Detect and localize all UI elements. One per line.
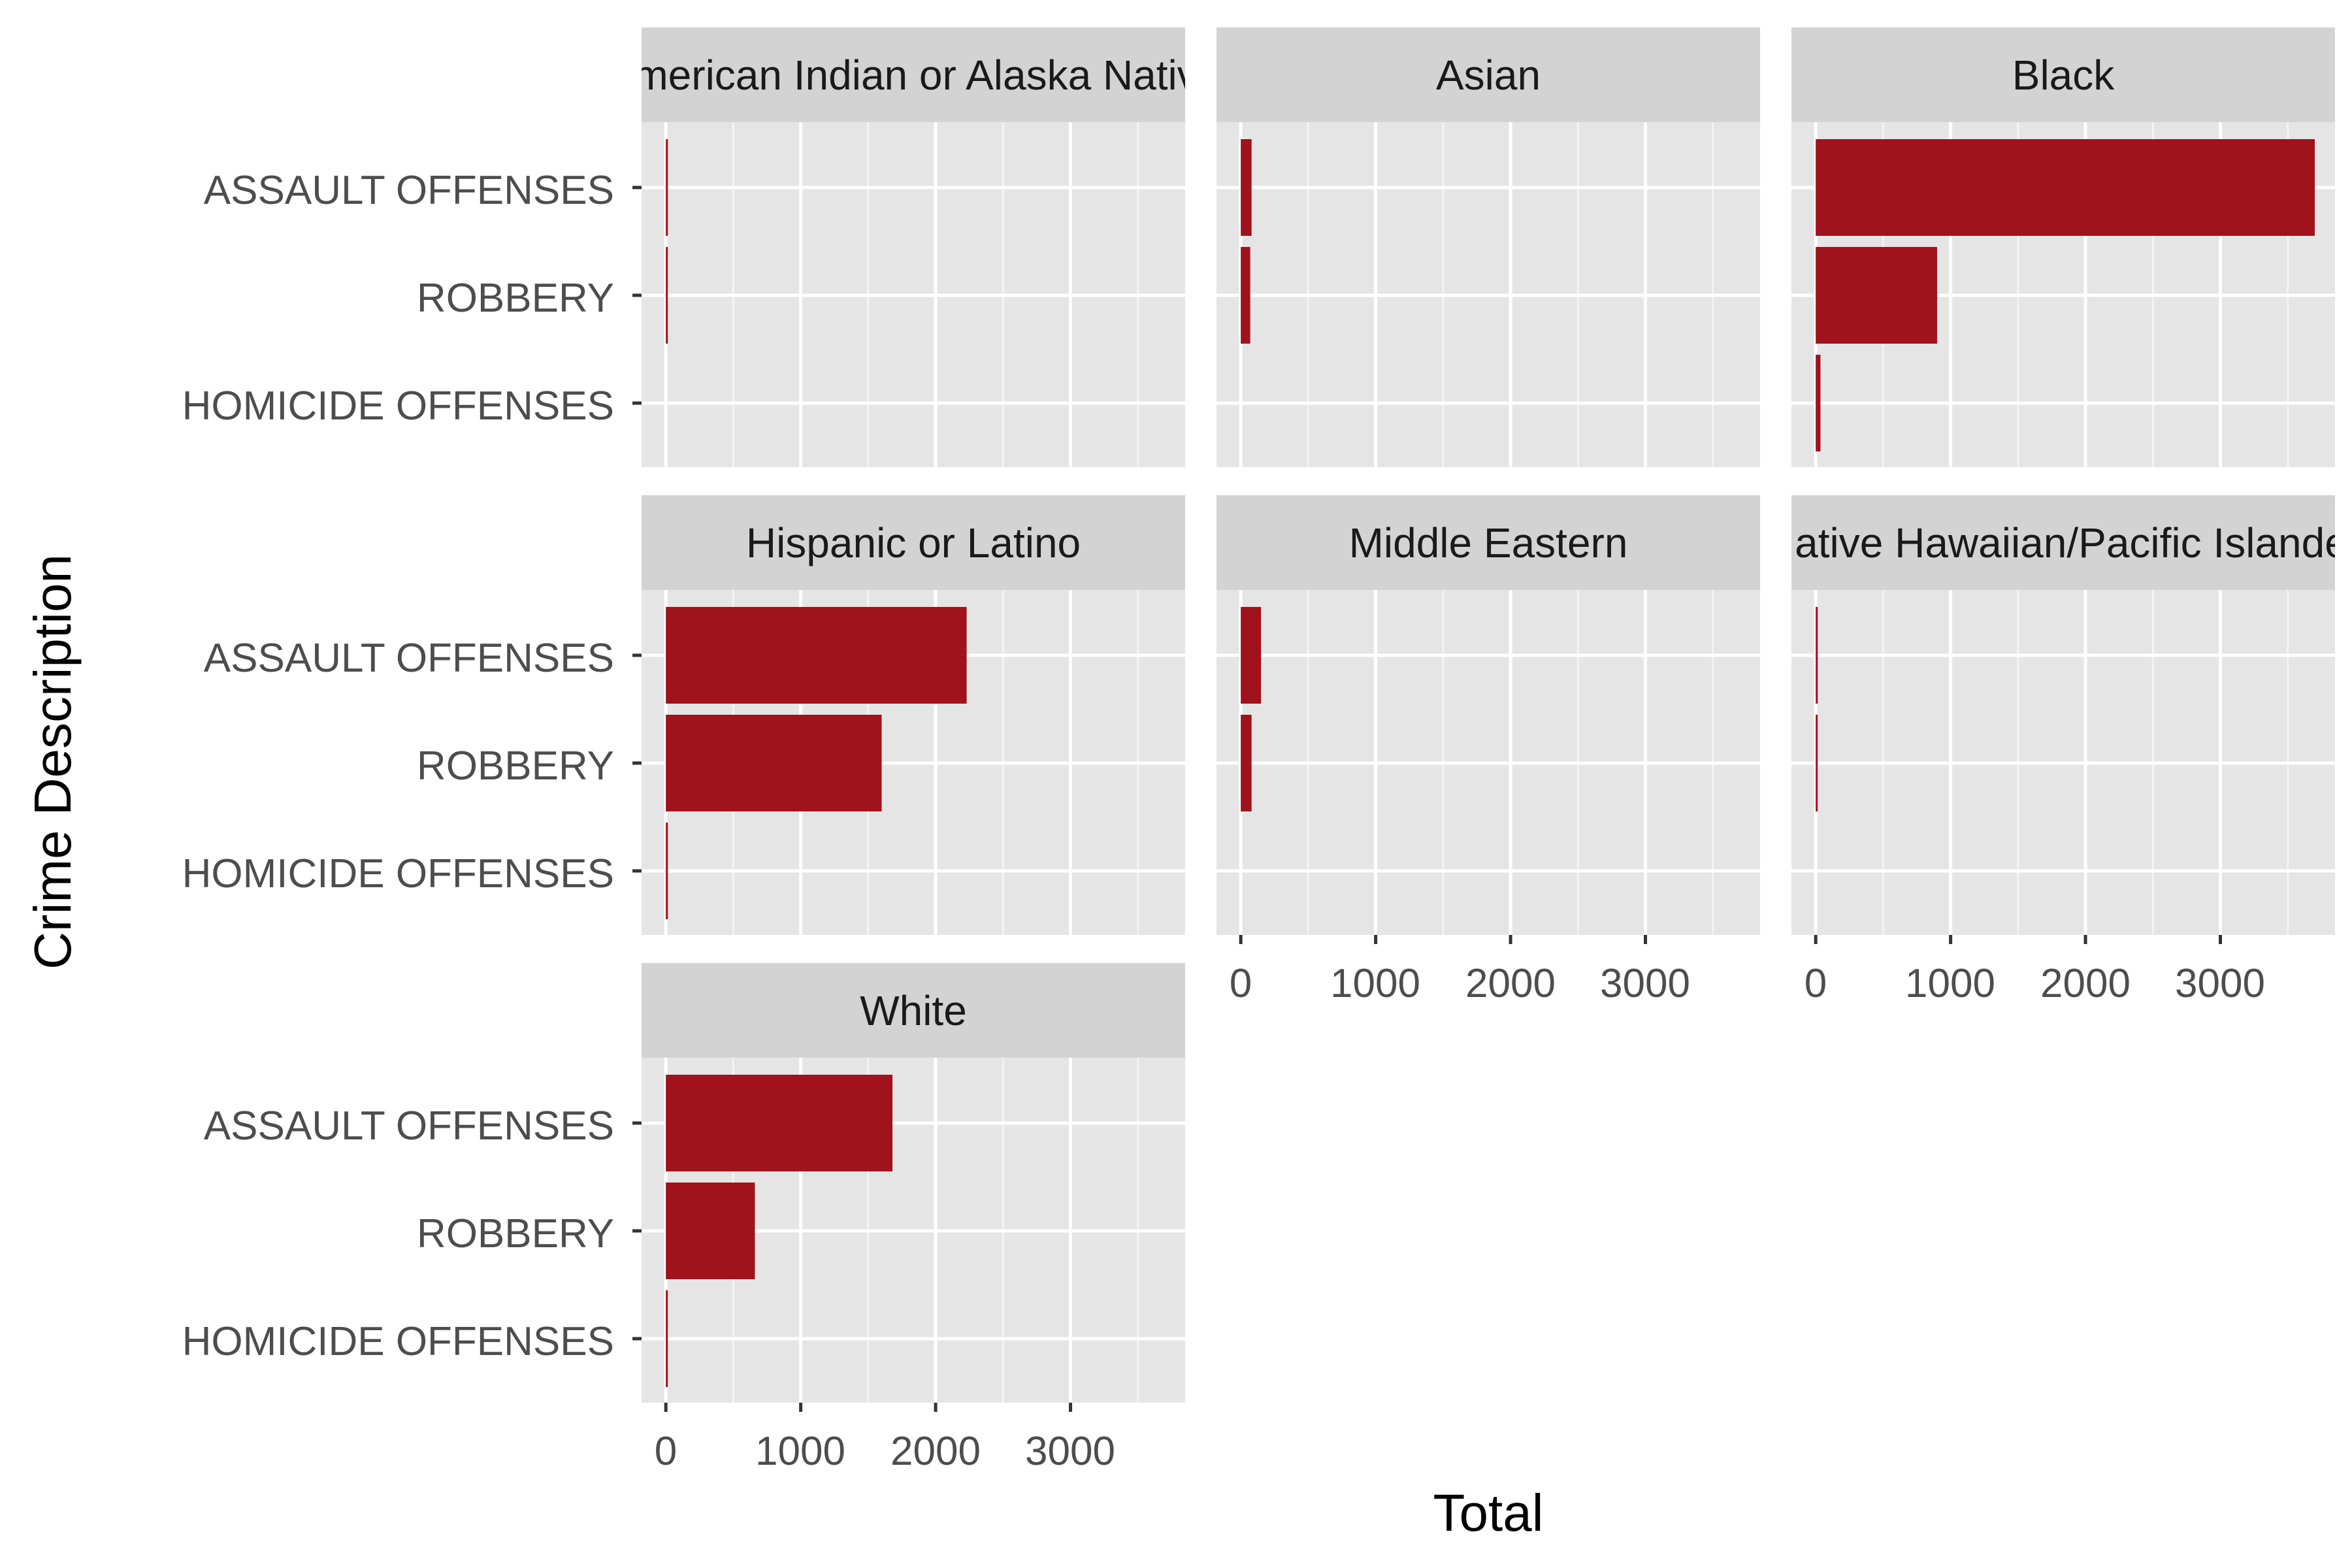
y-tick-label: HOMICIDE OFFENSES [182,1319,614,1364]
y-tick-label: ROBBERY [417,743,614,789]
facet-strip-label: Asian [1436,52,1541,99]
x-tick-label: 2000 [1465,961,1556,1006]
bar [1816,715,1818,811]
facet-strip [642,495,1185,590]
facet-strip-label: Middle Eastern [1349,519,1628,566]
bar [1816,247,1937,344]
facet-strip-label: American Indian or Alaska Native [606,52,1222,99]
bar [666,1075,892,1171]
facet-strip-label: Hispanic or Latino [746,519,1081,566]
bar [1241,715,1252,811]
facet-panels [632,27,2335,1412]
y-axis-title: Crime Description [24,554,82,970]
x-tick-label: 3000 [1025,1429,1115,1474]
x-tick-label: 2000 [890,1429,981,1474]
x-tick-label: 2000 [2040,961,2131,1006]
bar [666,139,668,236]
bar [1241,247,1250,344]
x-tick-label: 3000 [1600,961,1690,1006]
y-tick-label: ASSAULT OFFENSES [204,636,614,681]
x-tick-label: 0 [1805,961,1827,1006]
facet-strip [642,27,1185,122]
bar [666,607,967,704]
y-tick-label: HOMICIDE OFFENSES [182,851,614,896]
bar [1241,607,1262,704]
facet-strip [1217,27,1760,122]
facet-strip [1791,27,2335,122]
facet-strip-label: Native Hawaiian/Pacific Islander [1765,519,2352,566]
x-tick-label: 0 [655,1429,677,1474]
facet-strip [1791,495,2335,590]
facet-strip-label: Black [2012,52,2115,99]
bar [666,1183,755,1279]
y-axis-labels: ASSAULT OFFENSES ROBBERY HOMICIDE OFFENS… [182,168,614,1364]
bar [666,247,668,344]
x-tick-label: 1000 [755,1429,845,1474]
y-tick-label: ASSAULT OFFENSES [204,1103,614,1149]
facet-strip [1217,495,1760,590]
bar [1816,139,2315,236]
x-axis-title: Total [1433,1484,1544,1542]
x-tick-label: 3000 [2175,961,2265,1006]
bar [666,1290,668,1387]
facet-strip-labels: American Indian or Alaska Native Asian B… [606,52,2352,1034]
facet-strip [642,963,1185,1058]
bar [1241,139,1252,236]
y-tick-label: ROBBERY [417,276,614,321]
y-tick-label: ROBBERY [417,1211,614,1256]
y-tick-label: HOMICIDE OFFENSES [182,384,614,429]
bar [1816,355,1821,451]
facet-strip-label: White [860,987,967,1034]
bar [1816,607,1818,704]
x-tick-label: 1000 [1905,961,1995,1006]
x-tick-label: 0 [1230,961,1252,1006]
x-tick-label: 1000 [1330,961,1420,1006]
y-tick-label: ASSAULT OFFENSES [204,168,614,213]
bar [666,823,668,919]
bar [666,715,882,811]
x-axis-labels: 0 1000 2000 3000 0 1000 2000 3000 0 1000… [655,961,2265,1474]
